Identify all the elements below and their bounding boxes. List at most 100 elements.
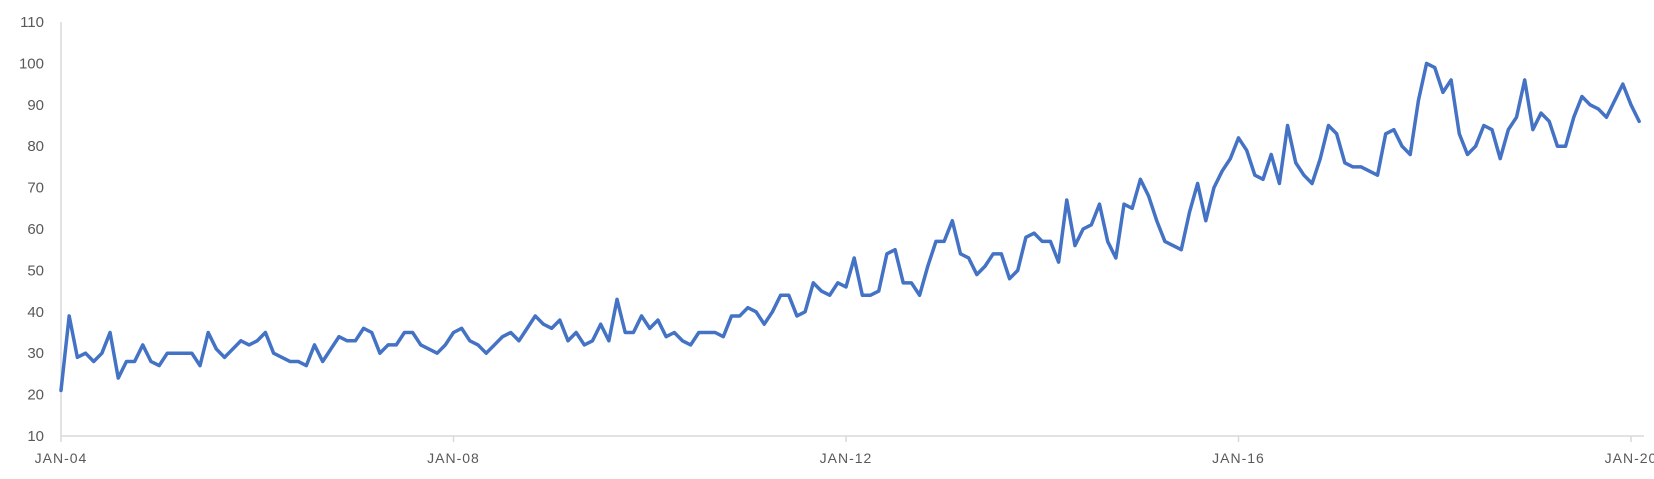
series-points xyxy=(59,61,1641,392)
data-point xyxy=(885,252,889,256)
data-point xyxy=(1245,148,1249,152)
data-point xyxy=(918,293,922,297)
data-point xyxy=(942,239,946,243)
data-point xyxy=(263,331,267,334)
data-point xyxy=(1482,124,1486,127)
data-point xyxy=(157,364,161,368)
data-point xyxy=(1523,78,1527,82)
data-point xyxy=(452,331,455,334)
data-point xyxy=(206,331,210,334)
data-point xyxy=(1498,157,1502,161)
data-point xyxy=(288,359,292,363)
data-point xyxy=(1359,165,1363,169)
data-point xyxy=(1392,128,1396,132)
data-point xyxy=(1032,231,1036,235)
data-point xyxy=(1326,124,1330,127)
data-point xyxy=(852,256,856,260)
data-point xyxy=(1269,152,1273,156)
data-point xyxy=(124,359,128,363)
data-point xyxy=(1629,103,1633,107)
data-point xyxy=(541,322,545,326)
data-point xyxy=(59,388,63,392)
data-point xyxy=(599,322,603,326)
data-point xyxy=(1196,181,1200,185)
data-point xyxy=(460,326,464,330)
data-point xyxy=(247,343,251,347)
data-point xyxy=(1073,244,1077,248)
data-point xyxy=(1171,244,1175,248)
data-point xyxy=(419,343,423,347)
data-point xyxy=(844,285,848,289)
data-point xyxy=(1048,239,1052,243)
data-point xyxy=(1465,152,1469,156)
data-point xyxy=(427,347,431,351)
y-tick-label: 50 xyxy=(27,262,44,279)
data-point xyxy=(1253,173,1257,177)
data-point xyxy=(1057,260,1061,264)
data-point xyxy=(108,331,112,334)
data-point xyxy=(901,281,905,285)
data-point xyxy=(1449,78,1453,82)
data-point xyxy=(304,364,308,368)
data-point xyxy=(705,331,709,334)
data-point xyxy=(631,331,635,334)
data-point xyxy=(280,355,284,359)
data-point xyxy=(1302,173,1306,177)
data-point xyxy=(312,343,316,347)
data-point xyxy=(394,343,398,347)
data-point xyxy=(566,339,570,343)
data-point xyxy=(1515,115,1519,119)
data-point xyxy=(1097,202,1101,206)
data-point xyxy=(1621,82,1625,86)
data-point xyxy=(582,343,586,347)
data-point xyxy=(1179,248,1183,252)
data-point xyxy=(672,331,676,334)
data-point xyxy=(133,359,137,363)
data-point xyxy=(1147,194,1151,198)
data-point xyxy=(190,351,194,355)
data-point xyxy=(950,219,954,223)
data-point xyxy=(345,339,349,343)
data-point xyxy=(893,248,897,252)
series-group xyxy=(59,61,1641,393)
data-point xyxy=(1490,128,1494,132)
x-axis-ticks: JAN-04 JAN-08 JAN-12 JAN-16 JAN-20 xyxy=(35,436,1654,466)
data-point xyxy=(141,343,145,347)
data-point xyxy=(680,339,684,343)
y-tick-label: 70 xyxy=(27,180,44,197)
data-point xyxy=(795,314,799,318)
data-point xyxy=(214,347,218,351)
data-point xyxy=(468,339,472,343)
data-point xyxy=(100,351,104,355)
data-point xyxy=(648,326,652,330)
data-point xyxy=(1318,157,1322,161)
data-point xyxy=(173,351,177,355)
data-point xyxy=(787,293,791,297)
data-point xyxy=(1400,144,1404,148)
data-point xyxy=(492,343,496,347)
data-point xyxy=(1457,132,1461,136)
data-point xyxy=(779,293,783,297)
data-point xyxy=(1343,161,1347,165)
data-point xyxy=(1024,235,1028,239)
data-point xyxy=(84,351,88,355)
data-point xyxy=(533,314,537,318)
data-point xyxy=(836,281,840,285)
data-point xyxy=(1425,61,1429,65)
data-point xyxy=(713,331,717,334)
data-point xyxy=(443,343,447,347)
data-point xyxy=(860,293,864,297)
data-point xyxy=(640,314,644,318)
x-tick-label: JAN-12 xyxy=(820,450,873,466)
data-point xyxy=(1237,136,1240,140)
data-point xyxy=(1130,206,1134,210)
data-point xyxy=(1122,202,1126,206)
data-point xyxy=(1212,186,1216,190)
x-tick-label: JAN-04 xyxy=(35,450,88,466)
data-point xyxy=(1433,66,1437,70)
data-point xyxy=(1408,152,1412,156)
data-point xyxy=(198,364,202,368)
data-point xyxy=(926,264,930,268)
data-point xyxy=(623,331,627,334)
